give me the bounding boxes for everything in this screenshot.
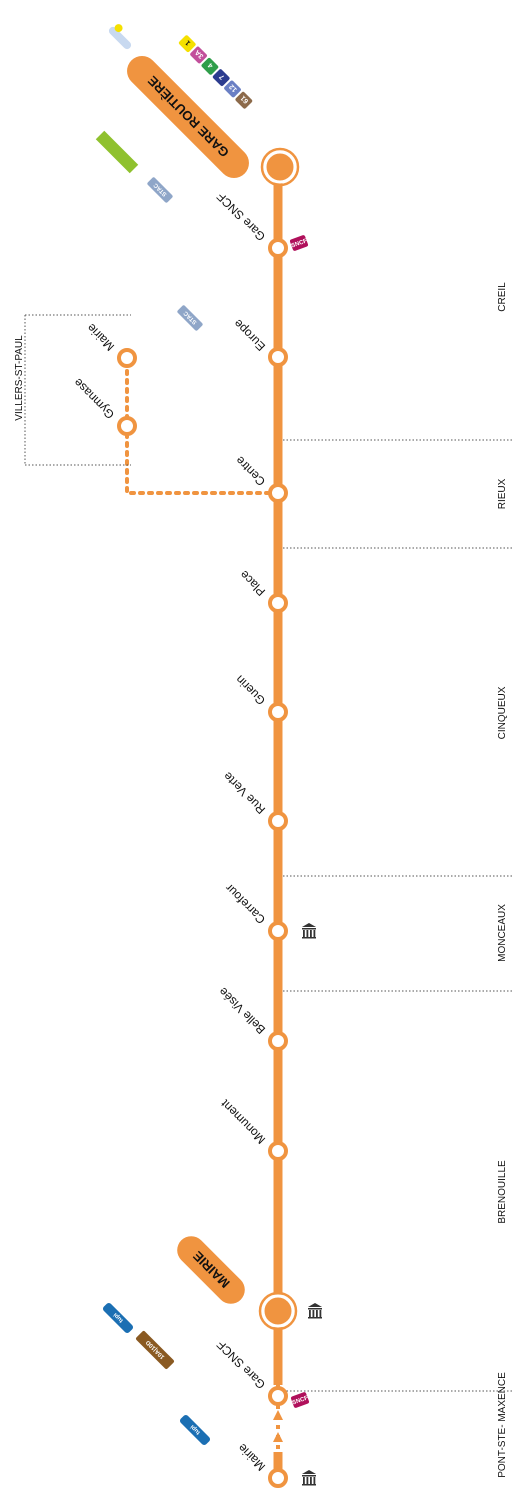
commune-monceaux: MONCEAUX bbox=[497, 904, 508, 962]
stop-label: Mairie bbox=[235, 1441, 268, 1474]
sncf-icon: SNCF bbox=[290, 1392, 310, 1408]
stop-mairie-pont[interactable]: Mairie tupi bbox=[179, 1414, 316, 1488]
sncf-icon: SNCF bbox=[289, 235, 309, 251]
stop-label: Belle Visée bbox=[216, 984, 268, 1036]
line-10a-10d-badge: 10A|10D bbox=[136, 1331, 174, 1369]
town-hall-icon bbox=[308, 1303, 322, 1319]
branch-line bbox=[125, 356, 280, 495]
commune-creil: CREIL bbox=[497, 282, 508, 312]
stop-label: Rue Verte bbox=[220, 769, 268, 817]
stop-label: Mairie bbox=[84, 321, 117, 354]
terminus-stop-gare-routiere[interactable] bbox=[263, 150, 297, 184]
town-hall-icon bbox=[302, 923, 316, 939]
stop-label: Gymnase bbox=[71, 375, 117, 421]
badge-line: 61 bbox=[240, 94, 251, 105]
creil-logo bbox=[108, 24, 132, 50]
stop-europe[interactable]: Europe STAC bbox=[177, 305, 288, 367]
stop-branch-gymnase[interactable]: Gymnase bbox=[71, 375, 137, 436]
stop-carrefour[interactable]: Carrefour bbox=[222, 881, 316, 941]
direction-arrow bbox=[273, 1410, 283, 1420]
stop-label: Guerin bbox=[233, 672, 268, 707]
direction-arrow bbox=[273, 1432, 283, 1442]
badge-line: 7 bbox=[218, 73, 226, 81]
gare-routiere-label: GARE ROUTIÈRE bbox=[145, 73, 232, 160]
badge-line: 4 bbox=[207, 61, 215, 69]
badge-line: 1 bbox=[184, 39, 192, 47]
town-hall-icon bbox=[302, 1470, 316, 1486]
stop-label: Monument bbox=[218, 1096, 268, 1146]
sitac-logo: STAC bbox=[147, 177, 173, 203]
tupi-logo: tupi bbox=[102, 1302, 134, 1334]
tupi-logo: tupi bbox=[179, 1414, 211, 1446]
line-badges: 1 3A 4 7 12 61 bbox=[178, 35, 253, 109]
svg-text:SNCF: SNCF bbox=[292, 1395, 310, 1406]
sitac-logo: STAC bbox=[177, 305, 203, 331]
mairie-pill: MAIRIE bbox=[177, 1236, 245, 1304]
commune-separators bbox=[24, 314, 513, 1392]
badge-line: 3A bbox=[194, 48, 205, 59]
stop-branch-mairie[interactable]: Mairie bbox=[84, 321, 137, 368]
commune-pont-ste-maxence: PONT-STE- MAXENCE bbox=[497, 1372, 508, 1478]
stop-label: Gare SNCF bbox=[214, 190, 268, 244]
commune-rieux: RIEUX bbox=[497, 478, 508, 509]
terminus-ring bbox=[260, 147, 300, 187]
terminus-stop-mairie[interactable] bbox=[261, 1294, 295, 1328]
gare-routiere-pill: GARE ROUTIÈRE bbox=[127, 56, 249, 178]
oise-logo bbox=[95, 130, 139, 174]
stop-label: Place bbox=[237, 567, 268, 598]
stop-label: Europe bbox=[231, 316, 268, 353]
commune-cinqueux: CINQUEUX bbox=[497, 686, 508, 739]
stop-label: Gare SNCF bbox=[214, 1338, 268, 1392]
svg-text:SNCF: SNCF bbox=[291, 238, 309, 249]
badge-line: 12 bbox=[228, 83, 239, 94]
stop-label: Centre bbox=[233, 453, 269, 489]
terminus-ring bbox=[258, 1291, 298, 1331]
commune-villers-st-paul: VILLERS-ST-PAUL bbox=[14, 335, 25, 421]
commune-brenouille: BRENOUILLE bbox=[497, 1160, 508, 1224]
stop-label: Carrefour bbox=[222, 881, 268, 927]
